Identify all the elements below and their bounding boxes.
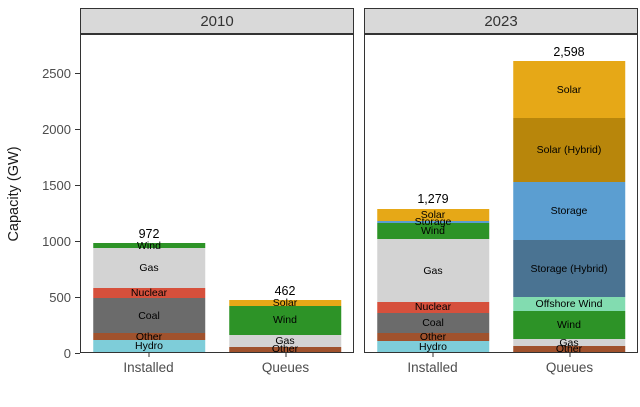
y-tick-label-0: 0 bbox=[63, 346, 71, 361]
segment-label: Wind bbox=[421, 225, 445, 237]
segment-label: Other bbox=[555, 342, 583, 355]
segment-label: Solar bbox=[272, 296, 298, 309]
segment-label: Solar bbox=[420, 208, 446, 221]
segment-nuclear: Nuclear bbox=[93, 286, 205, 299]
y-tick-label-1000: 1000 bbox=[42, 234, 71, 249]
y-tick-mark bbox=[75, 296, 80, 298]
segment-nuclear: Nuclear bbox=[377, 301, 489, 314]
segment-label: Wind bbox=[273, 314, 297, 327]
segment-label: Other bbox=[419, 330, 447, 343]
y-tick-mark bbox=[75, 352, 80, 354]
x-tick-label-installed: Installed bbox=[407, 360, 458, 375]
segment-wind: Wind bbox=[93, 241, 205, 251]
segment-label: Other bbox=[271, 343, 299, 356]
facet-strip-label: 2010 bbox=[200, 12, 234, 30]
y-tick-mark bbox=[75, 72, 80, 74]
segment-other: Other bbox=[513, 342, 625, 355]
bar-total-label: 1,279 bbox=[417, 192, 449, 207]
x-tick-mark bbox=[569, 353, 570, 357]
y-tick-label-500: 500 bbox=[49, 290, 71, 305]
facet-strip-2010: 2010 bbox=[80, 8, 354, 34]
segment-label: Other bbox=[135, 330, 163, 343]
panel-2023: 1,279 Solar Storage Wind Gas Nuclear Coal Other… bbox=[364, 34, 638, 355]
segment-gas: Gas bbox=[377, 239, 489, 302]
y-tick-mark bbox=[75, 184, 80, 186]
segment-offshore-wind: Offshore Wind bbox=[513, 297, 625, 311]
bar-2023-queues: 2,598 Solar Solar (Hybrid) Storage Storage (… bbox=[513, 46, 625, 355]
segment-storage: Storage bbox=[377, 217, 489, 227]
segment-solar: Solar bbox=[377, 208, 489, 222]
segment-other: Other bbox=[229, 343, 341, 356]
bar-total-label: 972 bbox=[138, 226, 160, 241]
segment-wind: Wind bbox=[229, 306, 341, 335]
segment-storage: Storage bbox=[513, 182, 625, 241]
segment-coal: Coal bbox=[377, 313, 489, 333]
segment-label: Storage (Hybrid) bbox=[530, 262, 608, 275]
facet-strip-label: 2023 bbox=[484, 12, 518, 30]
x-tick-mark bbox=[432, 353, 433, 357]
y-tick-label-2000: 2000 bbox=[42, 122, 71, 137]
x-axis-2023: Installed Queues bbox=[364, 353, 638, 383]
segment-label: Storage bbox=[550, 204, 588, 217]
segment-label: Offshore Wind bbox=[535, 297, 603, 310]
segment-label: Nuclear bbox=[414, 301, 452, 314]
segment-label: Gas bbox=[423, 264, 443, 277]
segment-solar-hybrid: Solar (Hybrid) bbox=[513, 118, 625, 183]
segment-label: Gas bbox=[275, 334, 295, 347]
facet-strip-2023: 2023 bbox=[364, 8, 638, 34]
segment-gas: Gas bbox=[229, 334, 341, 347]
y-tick-mark bbox=[75, 240, 80, 242]
segment-other: Other bbox=[93, 330, 205, 343]
segment-label: Storage bbox=[414, 216, 452, 229]
panel-2010: 972 Wind Gas Nuclear Coal Other Hydro 462 Solar W… bbox=[80, 34, 354, 356]
segment-wind: Wind bbox=[513, 310, 625, 340]
y-axis-title: Capacity (GW) bbox=[6, 146, 22, 242]
x-axis-2010: Installed Queues bbox=[80, 353, 354, 383]
x-tick-mark bbox=[285, 353, 286, 357]
x-tick-label-queues: Queues bbox=[261, 360, 310, 375]
segment-solar: Solar bbox=[513, 61, 625, 119]
segment-gas: Gas bbox=[513, 336, 625, 349]
panel-body-2023: 1,279 Solar Storage Wind Gas Nuclear Coal Other… bbox=[365, 35, 637, 355]
segment-label: Hydro bbox=[134, 339, 163, 352]
segment-label: Solar bbox=[556, 83, 582, 96]
segment-label: Coal bbox=[422, 316, 444, 329]
segment-wind: Wind bbox=[377, 223, 489, 240]
bar-2010-installed: 972 Wind Gas Nuclear Coal Other Hydro bbox=[93, 228, 205, 352]
segment-hydro: Hydro bbox=[93, 340, 205, 352]
panel-body-2010: 972 Wind Gas Nuclear Coal Other Hydro 462 Solar W… bbox=[81, 35, 353, 356]
segment-label: Wind bbox=[557, 318, 581, 331]
x-tick-label-queues: Queues bbox=[545, 360, 594, 375]
x-tick-label-installed: Installed bbox=[123, 360, 174, 375]
segment-label: Solar (Hybrid) bbox=[536, 144, 602, 157]
segment-solar: Solar bbox=[229, 296, 341, 309]
bar-2010-queues: 462 Solar Wind Gas Other bbox=[229, 285, 341, 356]
y-tick-label-1500: 1500 bbox=[42, 178, 71, 193]
y-tick-mark bbox=[75, 128, 80, 130]
bar-total-label: 2,598 bbox=[553, 44, 585, 59]
x-tick-mark bbox=[148, 353, 149, 357]
segment-hydro: Hydro bbox=[377, 341, 489, 352]
bar-2023-installed: 1,279 Solar Storage Wind Gas Nuclear Coal Other… bbox=[377, 193, 489, 352]
segment-coal: Coal bbox=[93, 298, 205, 333]
segment-label: Nuclear bbox=[130, 286, 168, 299]
segment-other: Other bbox=[377, 330, 489, 343]
segment-label: Hydro bbox=[418, 340, 447, 353]
segment-gas: Gas bbox=[93, 248, 205, 288]
segment-storage-hybrid: Storage (Hybrid) bbox=[513, 240, 625, 298]
segment-label: Coal bbox=[138, 309, 160, 322]
segment-label: Gas bbox=[559, 336, 579, 349]
y-tick-label-2500: 2500 bbox=[42, 66, 71, 81]
segment-label: Gas bbox=[139, 261, 159, 274]
segment-label: Wind bbox=[137, 239, 161, 252]
bar-total-label: 462 bbox=[274, 283, 296, 298]
